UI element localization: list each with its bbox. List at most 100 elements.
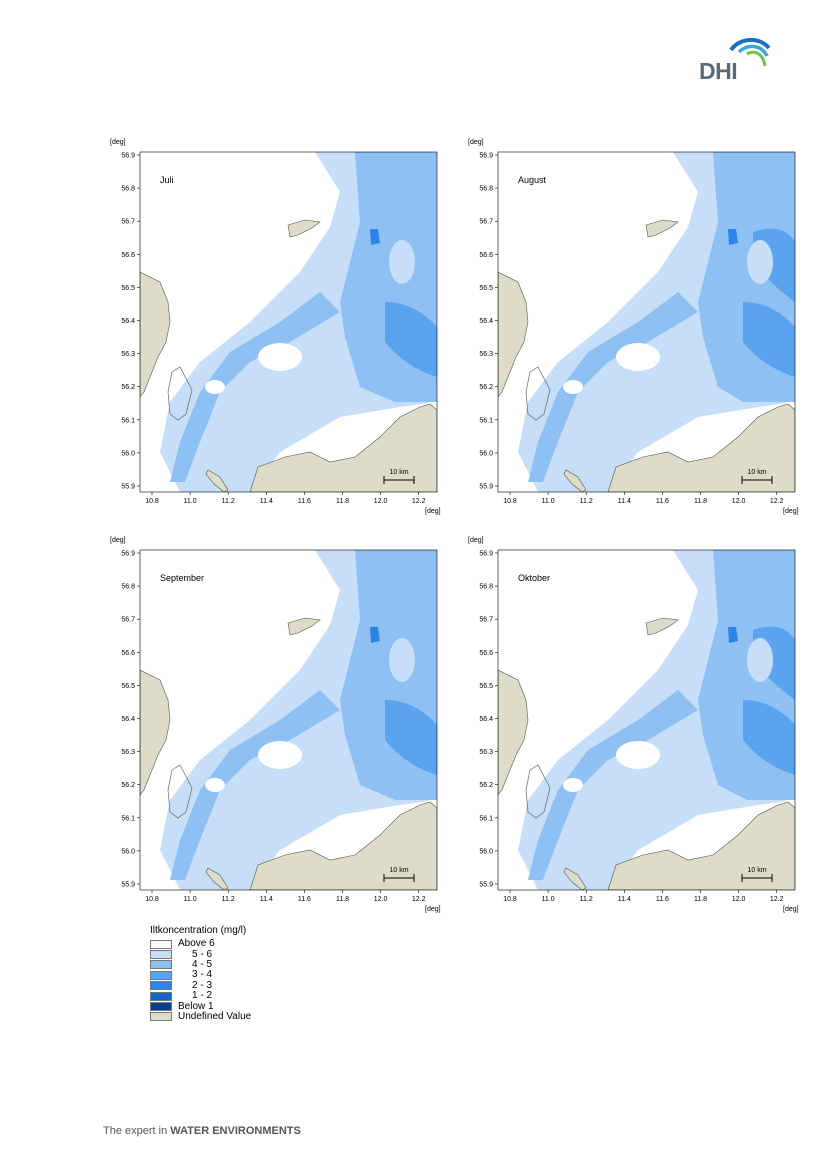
legend-swatch [150,1012,172,1022]
legend-label: Above 6 [178,938,215,950]
y-tick-label: 56.9 [479,153,493,160]
x-tick-label: 11.0 [542,896,555,903]
footer-tagline: The expert in WATER ENVIRONMENTS [103,1125,301,1137]
x-tick-label: 11.8 [336,498,349,505]
x-tick-label: 11.8 [336,896,349,903]
x-unit: [deg] [783,906,799,913]
y-tick-label: 56.4 [479,716,493,723]
y-tick-label: 56.7 [479,219,493,226]
y-tick-label: 56.4 [479,318,493,325]
y-unit: [deg] [468,139,484,146]
x-tick-label: 11.2 [580,498,593,505]
x-tick-label: 11.2 [580,896,593,903]
x-tick-label: 11.6 [298,896,311,903]
x-tick-label: 11.6 [656,896,669,903]
legend-label: Below 1 [178,1000,214,1012]
y-tick-label: 56.4 [121,716,135,723]
x-tick-label: 12.2 [412,498,426,505]
footer-emphasis: WATER ENVIRONMENTS [170,1125,301,1137]
legend-label: 5 - 6 [192,948,213,960]
x-tick-label: 10.8 [145,498,159,505]
legend-label: 4 - 5 [192,958,213,970]
y-tick-label: 56.2 [121,384,135,391]
map-svg: 10.8 11.0 11.2 11.4 11.6 11.8 12.0 12.2 56.9 56.8… [468,139,799,515]
legend-swatch [150,939,172,949]
y-tick-label: 56.0 [121,848,135,855]
x-tick-label: 10.8 [145,896,159,903]
y-unit: [deg] [468,537,484,544]
y-tick-label: 56.5 [479,285,493,292]
map-svg: 10.8 11.0 11.2 11.4 11.6 11.8 12.0 12.2 56.9 56.8… [110,139,441,515]
legend-swatch [150,981,172,991]
legend-label: Undefined Value [178,1010,252,1022]
y-tick-label: 56.6 [121,252,135,259]
legend-label: 2 - 3 [192,979,213,991]
map-panel-august: 10.8 11.0 11.2 11.4 11.6 11.8 12.0 12.2 56.9 56.8… [463,135,823,515]
x-unit: [deg] [783,508,799,515]
y-tick-label: 56.0 [121,450,135,457]
month-label: August [518,175,547,185]
legend-item: 2 - 3 [150,979,350,991]
map-svg: 10.8 11.0 11.2 11.4 11.6 11.8 12.0 12.2 56.9 56.8… [468,537,799,913]
map-svg: 10.8 11.0 11.2 11.4 11.6 11.8 12.0 12.2 56.9 56.8… [110,537,441,913]
legend-label: 1 - 2 [192,990,213,1002]
logo-text: DHI [699,58,738,84]
y-tick-label: 56.9 [121,551,135,558]
month-label: Juli [160,175,174,185]
y-tick-label: 56.3 [121,749,135,756]
y-tick-label: 56.1 [479,815,493,822]
y-tick-label: 56.6 [121,650,135,657]
scale-bar-label: 10 km [389,867,408,874]
y-tick-label: 56.7 [121,219,135,226]
scale-bar-label: 10 km [389,469,408,476]
y-tick-label: 55.9 [479,484,493,491]
y-tick-label: 55.9 [121,882,135,889]
x-tick-label: 12.0 [374,498,388,505]
x-unit: [deg] [425,508,441,515]
y-unit: [deg] [110,537,126,544]
y-tick-label: 56.7 [479,617,493,624]
legend-item: 1 - 2 [150,991,350,1001]
legend-swatch [150,960,172,970]
y-tick-label: 56.3 [121,351,135,358]
scale-bar-label: 10 km [747,469,766,476]
y-unit: [deg] [110,139,126,146]
legend-item: 3 - 4 [150,970,350,980]
y-tick-label: 56.8 [479,584,493,591]
y-tick-label: 56.2 [479,384,493,391]
y-tick-label: 56.5 [479,683,493,690]
x-tick-label: 10.8 [503,896,517,903]
y-tick-label: 56.9 [479,551,493,558]
legend-item: 4 - 5 [150,958,350,970]
y-tick-label: 56.6 [479,650,493,657]
x-tick-label: 11.4 [260,896,273,903]
scale-bar-label: 10 km [747,867,766,874]
x-tick-label: 11.0 [184,498,197,505]
y-tick-label: 56.8 [121,186,135,193]
x-unit: [deg] [425,906,441,913]
x-tick-label: 12.2 [412,896,426,903]
month-label: Oktober [518,573,550,583]
y-tick-label: 56.1 [121,417,135,424]
y-tick-label: 56.8 [479,186,493,193]
x-tick-label: 12.2 [770,896,784,903]
y-tick-label: 56.2 [479,782,493,789]
legend-swatch [150,991,172,1001]
x-tick-label: 11.2 [222,896,235,903]
legend-swatch [150,950,172,960]
legend-swatch [150,1002,172,1012]
y-tick-label: 56.1 [121,815,135,822]
y-tick-label: 56.1 [479,417,493,424]
x-tick-label: 11.0 [184,896,197,903]
x-tick-label: 11.8 [694,896,707,903]
x-tick-label: 12.0 [374,896,388,903]
legend: Iltkoncentration (mg/l) Above 6 5 - 6 4 … [150,925,350,1022]
y-tick-label: 56.0 [479,450,493,457]
x-tick-label: 11.6 [298,498,311,505]
legend-item: Below 1 [150,1000,350,1012]
legend-title: Iltkoncentration (mg/l) [150,925,247,936]
map-panel-september: 10.8 11.0 11.2 11.4 11.6 11.8 12.0 12.2 56.9 56.8… [105,533,465,913]
y-tick-label: 56.0 [479,848,493,855]
y-tick-label: 56.2 [121,782,135,789]
x-tick-label: 12.0 [732,896,746,903]
